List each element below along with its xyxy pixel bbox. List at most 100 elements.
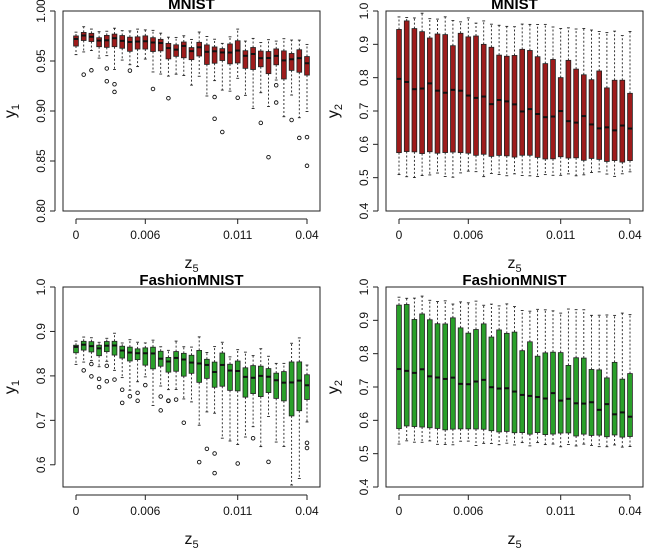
box-20 [219,341,226,439]
x-axis-label-main: z [507,531,515,548]
box-body [134,348,141,361]
box-body [488,46,495,157]
box-5 [427,299,433,442]
box-body [173,351,179,372]
box-body [511,331,518,434]
box-body [581,74,587,161]
box-9 [457,21,464,174]
box-2 [80,336,87,373]
box-body [619,378,626,438]
box-body [150,346,156,370]
outlier-point [135,398,140,404]
y-tick-label: 0.8 [34,367,48,384]
outlier-point [266,459,271,465]
plot-frame [385,286,644,488]
outlier-point [289,117,294,123]
x-axis-label-sub: 5 [192,263,198,275]
box-12 [480,304,487,444]
box-22 [557,28,564,176]
box-17 [519,23,525,176]
box-body [496,54,502,156]
x-axis-label-main: z [184,255,192,272]
box-body [480,43,487,155]
box-16 [511,26,518,175]
box-body [288,361,295,417]
box-25 [258,348,264,448]
box-8 [127,30,133,73]
box-body [234,360,241,392]
x-axis-label-sub: 5 [515,539,521,550]
outlier-point [112,89,117,95]
box-body [427,37,433,153]
box-11 [473,300,479,446]
outlier-point [89,374,94,379]
box-28 [281,362,287,447]
outlier-point [166,398,171,403]
y-tick-label: 1.0 [34,278,48,295]
box-body [227,363,233,391]
box-body [234,40,241,64]
outlier-point [304,163,310,169]
panel-fashionmnist-y1: FashionMNIST 0.6 0.7 0.8 0.9 1.0 0 0.006 0.011 0.… [2,272,321,550]
box-body [573,68,579,159]
box-body [434,323,441,429]
outlier-point [235,461,240,466]
y-tick-label: 0.95 [34,49,48,73]
y-axis-label-main: y [325,386,342,394]
box-18 [204,352,210,452]
outlier-point [304,445,310,451]
panel-fashionmnist-y2: FashionMNIST 0.4 0.5 0.6 0.7 0.8 0.9 1.0 0 0.006 0… [325,272,644,550]
box-body [265,368,272,393]
box-body [242,50,249,69]
box-6 [111,27,118,95]
box-body [596,70,602,160]
box-body [211,46,218,64]
plot-frame [62,10,321,212]
box-20 [542,309,549,446]
box-10 [142,342,149,388]
y-tick-label: 0.6 [357,136,371,153]
box-body [496,329,502,433]
box-8 [127,339,133,399]
x-axis-label-sub: 5 [192,539,198,550]
outlier-point [158,408,163,413]
y-tick-label: 1.0 [357,278,371,295]
plot-frame [62,286,321,488]
outlier-point [119,400,125,406]
box-body [596,369,602,436]
box-13 [488,23,495,174]
box-body [473,35,479,156]
outlier-point [212,470,217,476]
outlier-point [173,397,179,402]
box-body [627,373,633,437]
box-23 [565,308,572,445]
box-12 [157,32,164,75]
box-9 [134,341,141,404]
y-tick-label: 0.5 [357,169,371,186]
box-body [550,59,556,160]
outlier-point [212,94,217,100]
x-axis-label: z5 [507,255,521,275]
box-24 [250,37,256,109]
box-7 [119,342,125,406]
x-tick-label: 0.04 [618,504,642,518]
box-4 [96,31,102,59]
y-tick-label: 0.8 [357,69,371,86]
box-body [604,377,610,438]
y-tick-label: 0.4 [357,202,371,219]
x-tick-label: 0.006 [453,504,483,518]
box-18 [527,23,533,177]
y-tick-label: 0.9 [357,36,371,53]
box-25 [258,42,264,126]
box-2 [80,26,87,77]
outlier-point [181,420,187,425]
box-body [96,37,102,48]
box-25 [581,28,587,176]
chart-title: FashionMNIST [462,272,566,289]
box-body [165,42,172,60]
y-axis-label-main: y [2,110,19,118]
box-7 [119,30,125,61]
y-tick-label: 0.6 [357,412,371,429]
box-7 [442,16,448,177]
box-9 [457,301,464,442]
